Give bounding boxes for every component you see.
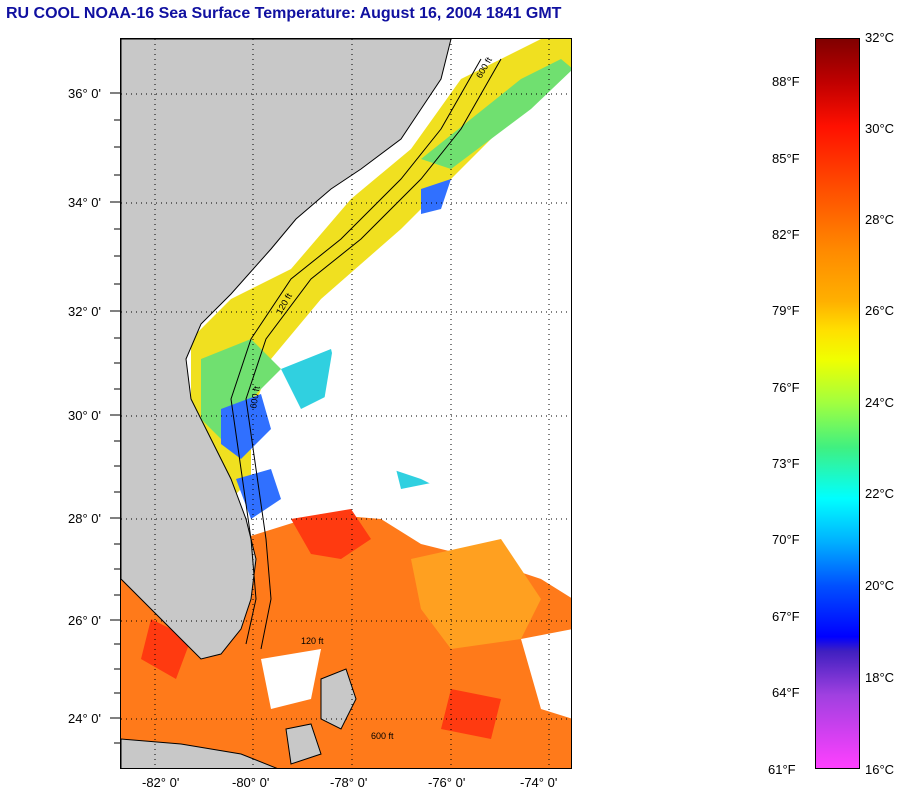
fahrenheit-label: 64°F xyxy=(772,685,800,700)
sst-map-canvas: 120 ft 600 ft 600 ft 120 ft 600 ft xyxy=(121,39,571,768)
bathymetry-contour-600ft xyxy=(245,58,502,650)
land-bahamas xyxy=(285,668,357,765)
longitude-label: -82° 0' xyxy=(142,775,180,790)
fahrenheit-label: 61°F xyxy=(768,762,796,777)
celsius-label: 32°C xyxy=(865,30,895,45)
temperature-colorbar xyxy=(815,38,860,769)
map-title: RU COOL NOAA-16 Sea Surface Temperature:… xyxy=(6,5,562,22)
bathymetry-label: 600 ft xyxy=(248,385,262,409)
coastal-green-water xyxy=(201,59,571,439)
coastal-cool-water xyxy=(191,39,571,499)
celsius-label: 24°C xyxy=(865,395,895,410)
sst-map: 120 ft 600 ft 600 ft 120 ft 600 ft xyxy=(120,38,572,769)
latitude-label: 32° 0' xyxy=(68,304,101,319)
fahrenheit-label: 76°F xyxy=(772,380,800,395)
cloud-cover-south xyxy=(261,629,571,719)
fahrenheit-label: 79°F xyxy=(772,303,800,318)
graticule xyxy=(121,39,571,768)
bathymetry-label: 120 ft xyxy=(301,636,324,646)
latitude-label: 30° 0' xyxy=(68,408,101,423)
celsius-label: 16°C xyxy=(865,762,895,777)
cloud-cover xyxy=(321,190,571,558)
celsius-label: 20°C xyxy=(865,578,895,593)
fahrenheit-label: 88°F xyxy=(772,74,800,89)
longitude-label: -78° 0' xyxy=(330,775,368,790)
fahrenheit-label: 67°F xyxy=(772,609,800,624)
fahrenheit-label: 85°F xyxy=(772,151,800,166)
latitude-ticks xyxy=(110,92,120,744)
bathymetry-label: 600 ft xyxy=(371,731,394,741)
longitude-label: -80° 0' xyxy=(232,775,270,790)
celsius-label: 22°C xyxy=(865,486,895,501)
latitude-label: 34° 0' xyxy=(68,195,101,210)
celsius-label: 26°C xyxy=(865,303,895,318)
hot-water-patch xyxy=(141,509,501,739)
fahrenheit-label: 82°F xyxy=(772,227,800,242)
celsius-label: 18°C xyxy=(865,670,895,685)
latitude-label: 28° 0' xyxy=(68,511,101,526)
land-cuba xyxy=(121,738,278,768)
land-us-southeast xyxy=(121,39,452,660)
celsius-label: 28°C xyxy=(865,212,895,227)
longitude-label: -76° 0' xyxy=(428,775,466,790)
warm-water-east xyxy=(411,539,541,649)
fahrenheit-label: 73°F xyxy=(772,456,800,471)
latitude-label: 36° 0' xyxy=(68,86,101,101)
celsius-label: 30°C xyxy=(865,121,895,136)
fahrenheit-label: 70°F xyxy=(772,532,800,547)
coastal-blue-water xyxy=(221,179,451,519)
longitude-label: -74° 0' xyxy=(520,775,558,790)
latitude-label: 24° 0' xyxy=(68,711,101,726)
latitude-label: 26° 0' xyxy=(68,613,101,628)
